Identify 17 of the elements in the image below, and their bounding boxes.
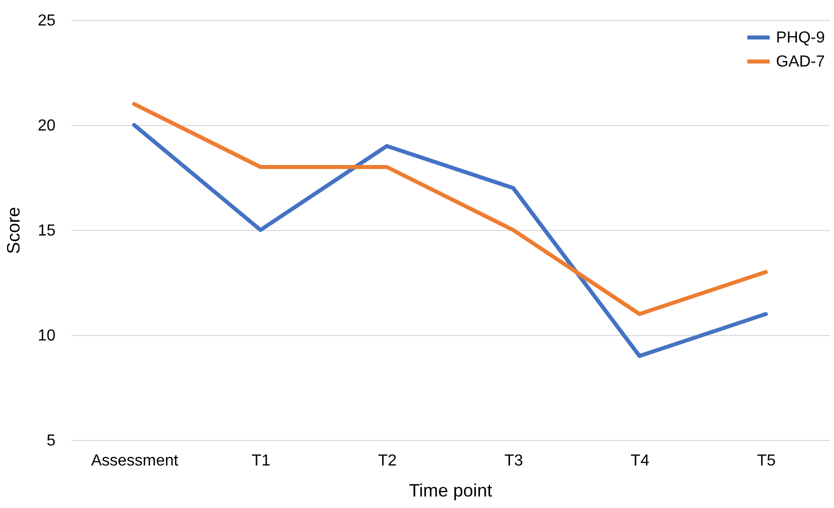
x-tick-label: Assessment (91, 452, 179, 470)
x-tick-label: T3 (504, 452, 524, 470)
x-tick-label: T4 (630, 452, 650, 470)
y-tick-label: 10 (38, 328, 56, 344)
legend-label: GAD-7 (776, 54, 825, 70)
x-tick-label: T2 (378, 452, 397, 470)
y-axis-title: Score (4, 206, 24, 254)
x-axis-title: Time point (408, 480, 492, 500)
y-tick-label: 15 (38, 222, 56, 240)
y-tick-label: 25 (38, 12, 56, 30)
x-tick-label: T1 (252, 452, 270, 470)
line-series (132, 123, 768, 358)
y-tick-label: 5 (46, 432, 56, 450)
x-tick-label: T5 (756, 452, 776, 470)
legend-label: PHQ-9 (776, 30, 825, 46)
y-tick-label: 20 (38, 118, 56, 134)
line-series (132, 102, 768, 316)
